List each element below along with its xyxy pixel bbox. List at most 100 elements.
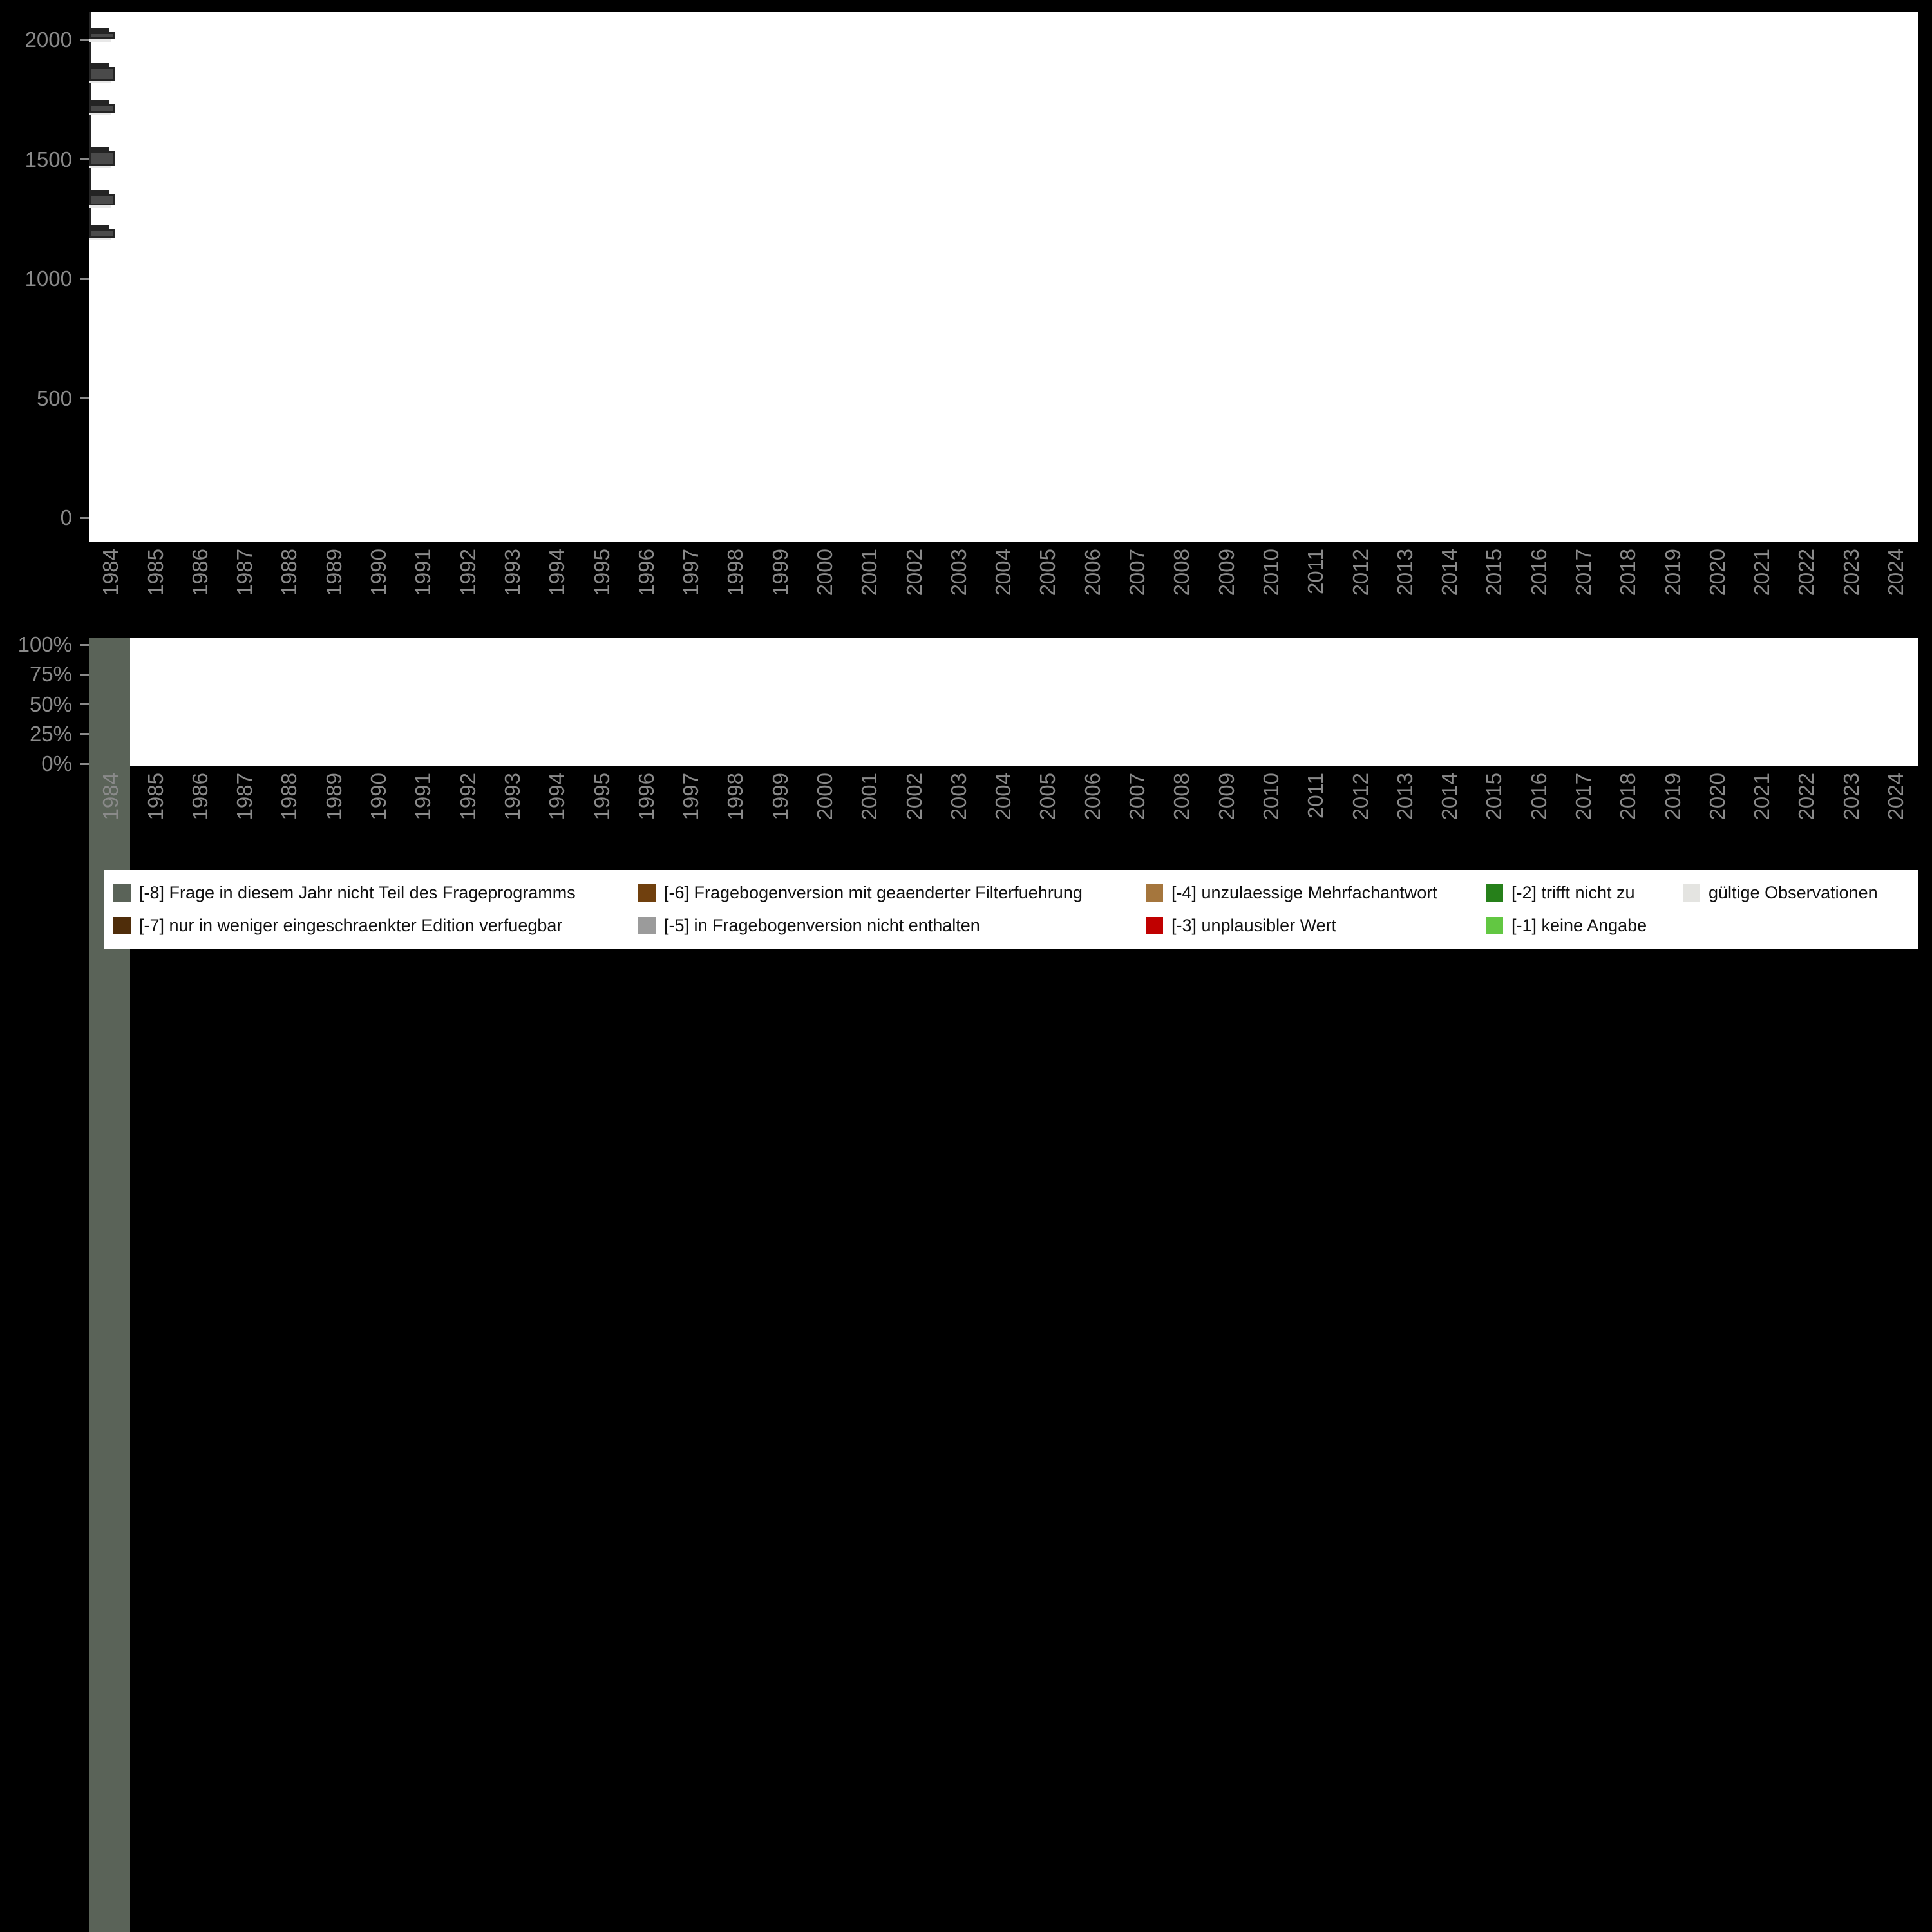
year-slot: 1994	[535, 773, 580, 849]
year-tick-label: 1989	[321, 549, 346, 596]
year-tick-label: 2020	[1705, 549, 1729, 596]
year-tick-label: 2022	[1794, 773, 1819, 820]
year-tick-label: 1984	[99, 549, 123, 596]
year-slot: 1991	[401, 773, 446, 849]
year-tick-label: 1993	[500, 773, 524, 820]
year-slot: 2006	[1070, 549, 1115, 625]
year-tick-label: 2001	[857, 773, 882, 820]
year-tick-label: 1999	[768, 549, 792, 596]
year-tick-label: 1992	[455, 773, 480, 820]
legend-swatch--5	[638, 917, 656, 934]
legend-swatch--6	[638, 884, 656, 902]
year-slot: 1990	[357, 773, 401, 849]
legend-label: [-1] keine Angabe	[1511, 916, 1647, 935]
legend-item--5: [-5] in Fragebogenversion nicht enthalte…	[638, 916, 1146, 936]
box-whisker-cap-top	[89, 147, 109, 149]
year-tick-label: 2001	[857, 549, 882, 596]
y-tick-label: 500	[36, 386, 72, 410]
year-tick-label: 1994	[545, 773, 569, 820]
year-slot: 2011	[1294, 773, 1338, 849]
year-tick-label: 2020	[1705, 773, 1729, 820]
year-slot: 2005	[1026, 773, 1070, 849]
year-slot: 2010	[1249, 549, 1294, 625]
year-slot: 2015	[1472, 549, 1517, 625]
year-slot: 2006	[1070, 773, 1115, 849]
year-slot: 2007	[1115, 773, 1160, 849]
bar-segment--8	[89, 1591, 131, 1710]
box-whisker-cap-bottom	[89, 102, 109, 104]
box-median	[89, 237, 111, 240]
legend-label: [-3] unplausibler Wert	[1171, 916, 1337, 935]
box-whisker-cap-top	[89, 28, 109, 30]
legend-swatch--3	[1146, 917, 1163, 934]
year-tick-label: 2009	[1214, 549, 1238, 596]
year-slot: 2016	[1517, 549, 1561, 625]
year-slot: 2007	[1115, 549, 1160, 625]
year-tick-label: 2004	[991, 549, 1016, 596]
year-slot: 2023	[1829, 773, 1873, 849]
year-tick-label: 1994	[545, 549, 569, 596]
y-tick-mark	[80, 762, 89, 765]
year-tick-label: 2009	[1214, 773, 1238, 820]
year-slot: 1999	[758, 773, 802, 849]
year-tick-label: 2008	[1170, 549, 1194, 596]
year-tick-label: 2007	[1125, 549, 1150, 596]
stackedbar-plot-area	[89, 638, 1918, 1932]
year-slot: 1997	[669, 549, 714, 625]
box-whisker	[89, 207, 91, 225]
year-tick-label: 2015	[1482, 549, 1506, 596]
year-tick-label: 2017	[1571, 549, 1595, 596]
y-tick-mark	[80, 158, 89, 161]
year-tick-label: 2003	[946, 773, 971, 820]
box-whisker-cap-bottom	[89, 192, 109, 194]
year-tick-label: 2010	[1258, 549, 1283, 596]
year-tick-label: 2012	[1348, 549, 1372, 596]
year-tick-label: 2016	[1526, 549, 1551, 596]
year-tick-label: 2008	[1170, 773, 1194, 820]
year-tick-label: 2006	[1080, 773, 1104, 820]
year-tick-label: 1996	[634, 549, 658, 596]
year-tick-label: 1993	[500, 549, 524, 596]
year-slot: 1996	[625, 549, 669, 625]
legend-item--6: [-6] Fragebogenversion mit geaenderter F…	[638, 883, 1146, 903]
year-tick-label: 1988	[277, 549, 301, 596]
year-slot: 1994	[535, 549, 580, 625]
legend-swatch--8	[113, 884, 131, 902]
year-tick-label: 1984	[99, 773, 123, 820]
box-iqr	[89, 32, 115, 40]
legend-label: [-2] trifft nicht zu	[1511, 883, 1635, 902]
year-tick-label: 1991	[411, 773, 435, 820]
year-slot: 2023	[1829, 549, 1873, 625]
y-tick-label: 50%	[29, 692, 72, 716]
year-tick-label: 1995	[589, 773, 614, 820]
year-slot: 1984	[89, 549, 133, 625]
legend-label: [-8] Frage in diesem Jahr nicht Teil des…	[139, 883, 576, 902]
year-tick-label: 1997	[679, 549, 703, 596]
year-slot: 1992	[446, 549, 490, 625]
year-slot: 1990	[357, 549, 401, 625]
year-tick-label: 2013	[1392, 773, 1417, 820]
year-slot: 1984	[89, 773, 133, 849]
box-iqr	[89, 66, 115, 80]
year-tick-label: 2002	[902, 549, 926, 596]
year-tick-label: 1992	[455, 549, 480, 596]
legend-label: gültige Observationen	[1709, 883, 1878, 902]
year-slot: 2021	[1740, 773, 1785, 849]
year-slot: 2008	[1160, 549, 1204, 625]
box-whisker	[89, 42, 91, 63]
year-slot: 1998	[714, 549, 758, 625]
year-tick-label: 1988	[277, 773, 301, 820]
bar-segment--8	[89, 1830, 131, 1932]
year-tick-label: 2011	[1303, 549, 1328, 594]
box-whisker	[89, 12, 91, 28]
year-slot: 2005	[1026, 549, 1070, 625]
year-slot: 1989	[312, 773, 356, 849]
year-tick-label: 1999	[768, 773, 792, 820]
year-slot: 2021	[1740, 549, 1785, 625]
bar-segment--8	[89, 1472, 131, 1591]
legend-swatch--4	[1146, 884, 1163, 902]
year-slot: 2016	[1517, 773, 1561, 849]
year-slot: 2009	[1204, 549, 1249, 625]
boxplot-x-axis: 1984 1985 1986 1987 1988 1989 1990 1991 1992 1993…	[89, 546, 1918, 626]
year-slot: 2022	[1785, 549, 1829, 625]
